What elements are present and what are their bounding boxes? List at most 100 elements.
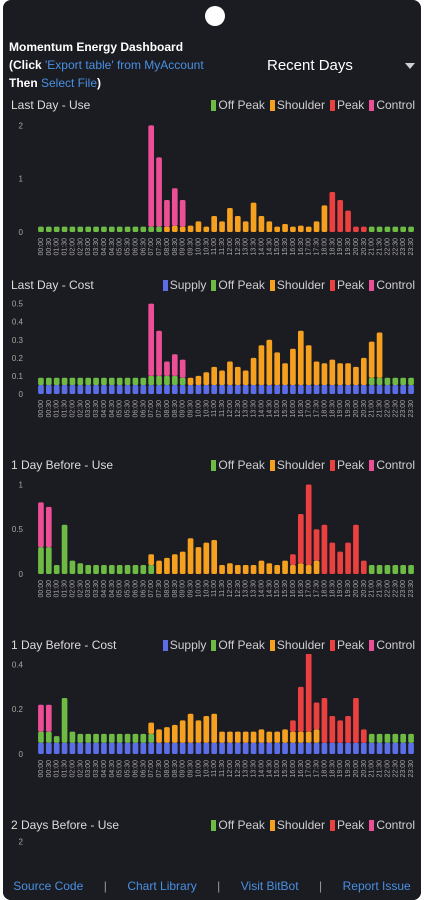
bar-segment-shoulder[interactable]: [219, 565, 225, 574]
bar-segment-shoulder[interactable]: [313, 361, 320, 385]
legend-item[interactable]: Off Peak: [211, 638, 265, 652]
bar-segment-supply[interactable]: [148, 742, 155, 754]
bar-segment-supply[interactable]: [400, 742, 407, 754]
bar-segment-supply[interactable]: [337, 384, 344, 394]
bar-segment-supply[interactable]: [313, 742, 320, 754]
bar-segment-shoulder[interactable]: [250, 565, 257, 574]
bar-segment-off-peak[interactable]: [124, 733, 131, 743]
bar-segment-supply[interactable]: [38, 384, 44, 394]
bar-segment-supply[interactable]: [305, 384, 312, 394]
bar-segment-supply[interactable]: [345, 742, 351, 754]
legend-item[interactable]: Control: [369, 458, 415, 472]
bar-segment-shoulder[interactable]: [305, 226, 312, 232]
bar-segment-supply[interactable]: [329, 384, 336, 394]
bar-segment-supply[interactable]: [53, 742, 60, 754]
bar-segment-off-peak[interactable]: [148, 226, 155, 232]
bar-segment-shoulder[interactable]: [234, 366, 241, 385]
bar-segment-shoulder[interactable]: [234, 216, 241, 232]
bar-segment-shoulder[interactable]: [266, 221, 273, 232]
bar-segment-supply[interactable]: [108, 742, 115, 754]
bar-segment-shoulder[interactable]: [164, 727, 170, 743]
bar-segment-off-peak[interactable]: [101, 377, 107, 385]
bar-segment-shoulder[interactable]: [305, 565, 312, 574]
bar-segment-shoulder[interactable]: [313, 729, 320, 743]
bar-segment-off-peak[interactable]: [132, 565, 139, 574]
bar-segment-supply[interactable]: [156, 742, 162, 754]
bar-segment-supply[interactable]: [290, 742, 296, 754]
bar-segment-supply[interactable]: [211, 384, 218, 394]
bar-segment-supply[interactable]: [85, 742, 92, 754]
bar-segment-shoulder[interactable]: [258, 345, 265, 385]
bar-segment-peak[interactable]: [305, 654, 312, 732]
legend-item[interactable]: Peak: [329, 98, 364, 112]
bar-segment-shoulder[interactable]: [297, 731, 304, 743]
bar-segment-supply[interactable]: [274, 742, 281, 754]
legend-item[interactable]: Peak: [329, 638, 364, 652]
bar-segment-off-peak[interactable]: [45, 377, 52, 385]
bar-segment-off-peak[interactable]: [38, 547, 44, 574]
bar-segment-supply[interactable]: [384, 742, 391, 754]
bar-segment-off-peak[interactable]: [61, 226, 68, 232]
bar-segment-off-peak[interactable]: [85, 377, 92, 385]
bar-segment-shoulder[interactable]: [227, 361, 233, 385]
bar-segment-supply[interactable]: [164, 742, 170, 754]
bar-segment-control[interactable]: [171, 354, 178, 376]
bar-segment-shoulder[interactable]: [313, 221, 320, 232]
bar-segment-off-peak[interactable]: [93, 733, 99, 743]
bar-segment-shoulder[interactable]: [171, 225, 178, 232]
bar-segment-supply[interactable]: [179, 384, 186, 394]
bar-segment-supply[interactable]: [392, 742, 399, 754]
bar-segment-peak[interactable]: [321, 698, 328, 743]
bar-segment-shoulder[interactable]: [211, 539, 218, 574]
bar-segment-off-peak[interactable]: [368, 733, 375, 743]
bar-segment-shoulder[interactable]: [266, 339, 273, 385]
bar-segment-off-peak[interactable]: [38, 731, 44, 743]
bar-segment-supply[interactable]: [297, 742, 304, 754]
bar-segment-off-peak[interactable]: [69, 226, 76, 232]
bar-segment-supply[interactable]: [329, 742, 336, 754]
legend-item[interactable]: Peak: [329, 458, 364, 472]
bar-segment-peak[interactable]: [297, 514, 304, 564]
bar-segment-shoulder[interactable]: [250, 731, 257, 743]
bar-segment-off-peak[interactable]: [93, 226, 99, 232]
bar-segment-supply[interactable]: [38, 742, 44, 754]
bar-segment-off-peak[interactable]: [384, 226, 391, 232]
bar-segment-shoulder[interactable]: [227, 731, 233, 743]
bar-segment-supply[interactable]: [250, 384, 257, 394]
bar-segment-supply[interactable]: [266, 384, 273, 394]
bar-segment-off-peak[interactable]: [392, 565, 399, 574]
bar-segment-shoulder[interactable]: [211, 216, 218, 232]
bar-segment-shoulder[interactable]: [258, 729, 265, 743]
bar-segment-shoulder[interactable]: [156, 729, 162, 743]
legend-item[interactable]: Shoulder: [269, 278, 325, 292]
bar-segment-off-peak[interactable]: [140, 377, 147, 385]
bar-segment-off-peak[interactable]: [376, 733, 383, 743]
bar-segment-shoulder[interactable]: [219, 731, 225, 743]
bar-segment-off-peak[interactable]: [384, 565, 391, 574]
bar-segment-shoulder[interactable]: [376, 332, 383, 378]
bar-segment-shoulder[interactable]: [313, 560, 320, 574]
bar-segment-shoulder[interactable]: [164, 557, 170, 574]
bar-segment-off-peak[interactable]: [53, 377, 60, 385]
bar-segment-off-peak[interactable]: [116, 565, 123, 574]
bar-segment-shoulder[interactable]: [171, 724, 178, 743]
bar-segment-supply[interactable]: [61, 742, 68, 754]
bar-segment-peak[interactable]: [360, 729, 367, 743]
bar-segment-off-peak[interactable]: [61, 524, 68, 574]
bar-segment-off-peak[interactable]: [368, 377, 375, 385]
source-code-link[interactable]: Source Code: [13, 879, 84, 893]
bar-segment-supply[interactable]: [140, 384, 147, 394]
bar-segment-peak[interactable]: [290, 720, 296, 732]
bar-segment-off-peak[interactable]: [132, 377, 139, 385]
bar-segment-off-peak[interactable]: [392, 733, 399, 743]
legend-item[interactable]: Peak: [329, 278, 364, 292]
bar-segment-off-peak[interactable]: [400, 733, 407, 743]
bar-segment-control[interactable]: [45, 704, 52, 732]
bar-segment-supply[interactable]: [337, 742, 344, 754]
bar-segment-off-peak[interactable]: [132, 733, 139, 743]
bar-segment-peak[interactable]: [345, 542, 351, 574]
bar-segment-supply[interactable]: [345, 384, 351, 394]
bar-segment-off-peak[interactable]: [384, 377, 391, 385]
bar-segment-supply[interactable]: [274, 384, 281, 394]
bar-segment-supply[interactable]: [227, 384, 233, 394]
